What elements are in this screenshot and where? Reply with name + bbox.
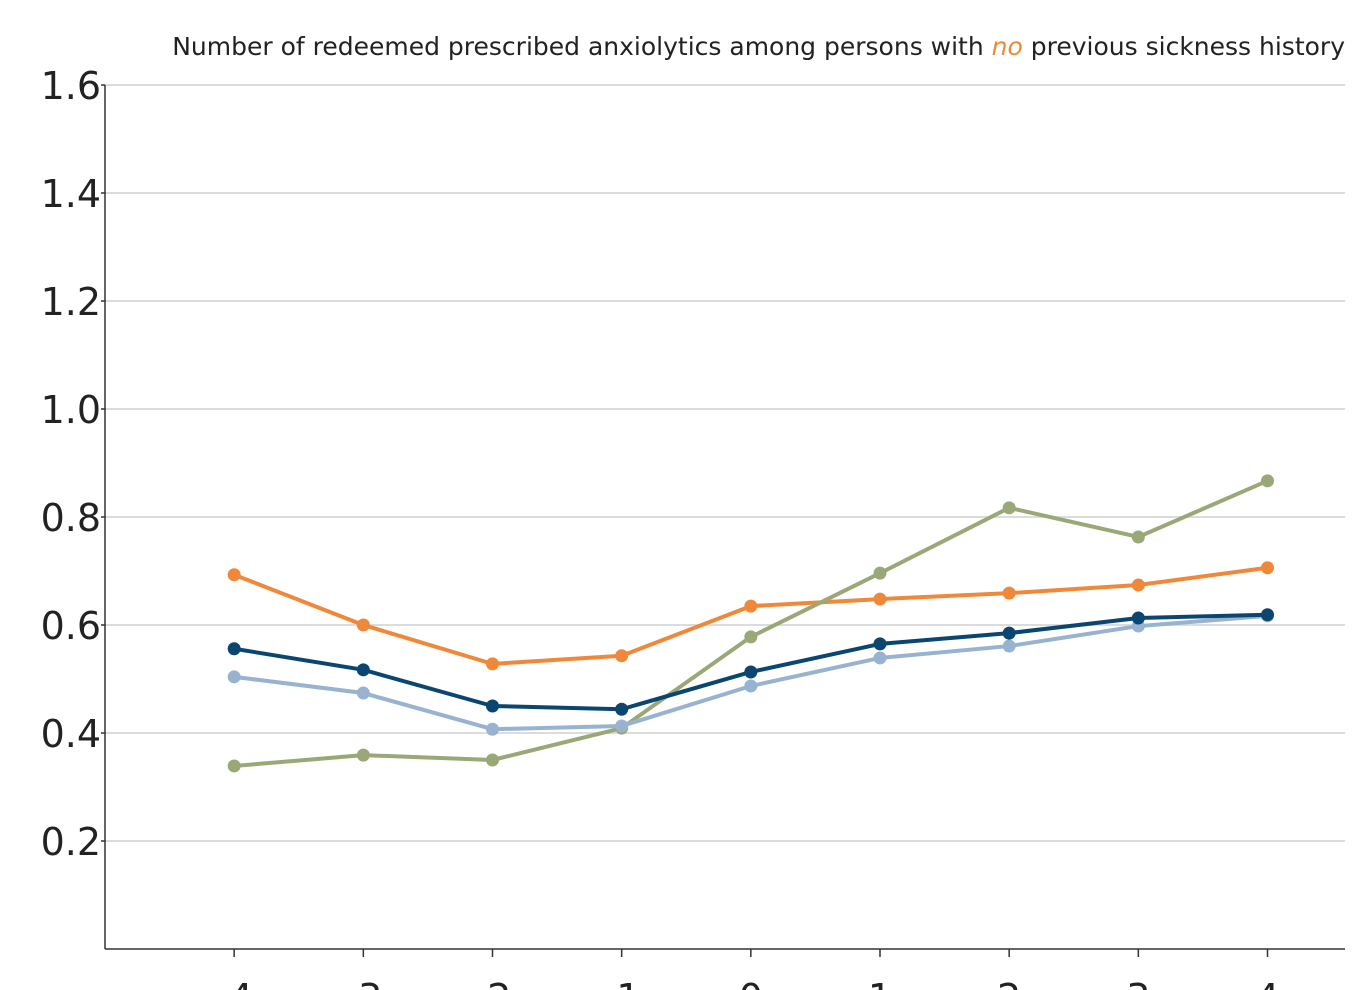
- y-tick-label: 0.2: [41, 820, 101, 864]
- series-point: [1131, 530, 1145, 544]
- series-point: [486, 657, 499, 671]
- series-point: [227, 670, 241, 684]
- title-part: previous sickness history: [1031, 32, 1345, 61]
- series-line: [234, 478, 1269, 768]
- series-point: [1002, 639, 1016, 653]
- x-tick-label: -1: [603, 976, 641, 990]
- series-point: [356, 748, 370, 762]
- series-line: [233, 565, 1268, 666]
- y-tick-label: 1.2: [41, 280, 101, 324]
- x-tick-label: -4: [215, 976, 253, 990]
- x-tick-label: -2: [474, 976, 512, 990]
- series-point: [1261, 561, 1274, 575]
- x-tick-label: 4: [1255, 976, 1279, 990]
- y-tick-label: 1.0: [41, 388, 101, 432]
- series-point: [873, 566, 887, 580]
- series-point: [227, 759, 241, 773]
- series-point: [744, 665, 758, 679]
- series-point: [227, 642, 241, 656]
- series-point: [356, 663, 370, 677]
- title-part: Number of redeemed prescribed anxiolytic…: [172, 32, 984, 61]
- series-point: [873, 651, 887, 665]
- series-point: [1131, 611, 1145, 625]
- series-point: [615, 649, 629, 663]
- series-point: [615, 719, 629, 733]
- series-point: [1131, 578, 1145, 592]
- y-tick-label: 1.4: [41, 172, 101, 216]
- series-point: [486, 722, 499, 736]
- y-tick-label: 0.4: [41, 712, 101, 756]
- series-point: [744, 630, 758, 644]
- y-tick-label: 0.8: [41, 496, 101, 540]
- y-tick-label: 0.6: [41, 604, 101, 648]
- title-emphasis: no: [992, 32, 1023, 61]
- series-point: [873, 637, 887, 651]
- series-point: [227, 568, 241, 582]
- y-tick-label: 1.6: [41, 64, 101, 108]
- series-point: [486, 753, 499, 767]
- series-point: [1002, 626, 1016, 640]
- chart-title: Number of redeemed prescribed anxiolytic…: [172, 32, 1345, 61]
- series-point: [1261, 474, 1274, 488]
- x-tick-label: 3: [1126, 976, 1150, 990]
- series-point: [356, 686, 370, 700]
- x-tick-label: 0: [739, 976, 763, 990]
- series-point: [486, 699, 499, 713]
- series-point: [744, 599, 758, 613]
- x-tick-label: 1: [868, 976, 892, 990]
- series-point: [744, 679, 758, 693]
- x-tick-label: 2: [997, 976, 1021, 990]
- series-point: [1261, 608, 1274, 622]
- series-point: [1002, 586, 1016, 600]
- series-point: [873, 592, 887, 606]
- series-point: [615, 702, 629, 716]
- series-point: [1002, 501, 1016, 515]
- series-point: [356, 618, 370, 632]
- x-tick-label: -3: [344, 976, 382, 990]
